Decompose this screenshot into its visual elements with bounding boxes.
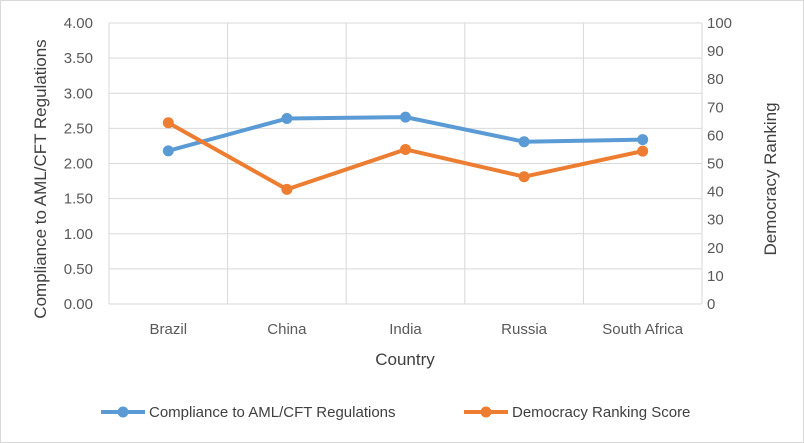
y-tick-label: 3.00 bbox=[64, 85, 93, 102]
y-tick-label: 0.00 bbox=[64, 296, 93, 313]
y2-tick-label: 90 bbox=[707, 43, 724, 60]
y2-tick-label: 70 bbox=[707, 99, 724, 116]
y2-tick-label: 40 bbox=[707, 184, 724, 201]
x-axis-title: Country bbox=[375, 350, 435, 369]
x-axis-ticks: Brazil China India Russia South Africa bbox=[150, 321, 684, 338]
y2-tick-label: 30 bbox=[707, 212, 724, 229]
y-tick-label: 1.50 bbox=[64, 191, 93, 208]
data-point bbox=[637, 134, 649, 146]
y2-tick-label: 20 bbox=[707, 240, 724, 257]
y-tick-label: 0.50 bbox=[64, 261, 93, 278]
x-tick-label: Russia bbox=[501, 321, 548, 338]
data-point bbox=[281, 113, 293, 125]
legend-label: Democracy Ranking Score bbox=[512, 404, 690, 421]
data-point bbox=[400, 143, 411, 155]
legend-label: Compliance to AML/CFT Regulations bbox=[149, 404, 396, 421]
y2-tick-label: 100 bbox=[707, 15, 732, 32]
y-tick-label: 1.00 bbox=[64, 226, 93, 243]
y-tick-label: 2.00 bbox=[64, 156, 93, 173]
x-tick-label: China bbox=[267, 321, 307, 338]
data-point bbox=[162, 117, 174, 129]
y-axis-title: Compliance to AML/CFT Regulations bbox=[31, 39, 50, 318]
y2-tick-label: 0 bbox=[707, 296, 715, 313]
legend-swatch-marker bbox=[480, 406, 492, 418]
y2-tick-label: 60 bbox=[707, 127, 724, 144]
series bbox=[162, 111, 649, 195]
legend: Compliance to AML/CFT Regulations Democra… bbox=[101, 404, 690, 421]
y2-tick-label: 50 bbox=[707, 156, 724, 173]
data-point bbox=[400, 111, 411, 123]
x-tick-label: India bbox=[389, 321, 422, 338]
data-point bbox=[637, 145, 649, 157]
y-tick-label: 3.50 bbox=[64, 50, 93, 67]
data-point bbox=[518, 136, 530, 148]
y2-axis-title: Democracy Ranking bbox=[761, 102, 780, 255]
y2-tick-label: 10 bbox=[707, 268, 724, 285]
data-point bbox=[162, 145, 174, 157]
x-tick-label: South Africa bbox=[602, 321, 684, 338]
y2-axis-ticks: 0 10 20 30 40 50 60 70 80 90 100 bbox=[707, 15, 732, 313]
data-point bbox=[281, 183, 293, 195]
y-axis-ticks: 0.00 0.50 1.00 1.50 2.00 2.50 3.00 3.50 4.00 bbox=[64, 15, 93, 313]
legend-swatch-marker bbox=[117, 406, 129, 418]
data-point bbox=[518, 171, 530, 183]
x-tick-label: Brazil bbox=[150, 321, 188, 338]
y-tick-label: 2.50 bbox=[64, 120, 93, 137]
gridlines bbox=[108, 22, 703, 305]
y-tick-label: 4.00 bbox=[64, 15, 93, 32]
y2-tick-label: 80 bbox=[707, 71, 724, 88]
